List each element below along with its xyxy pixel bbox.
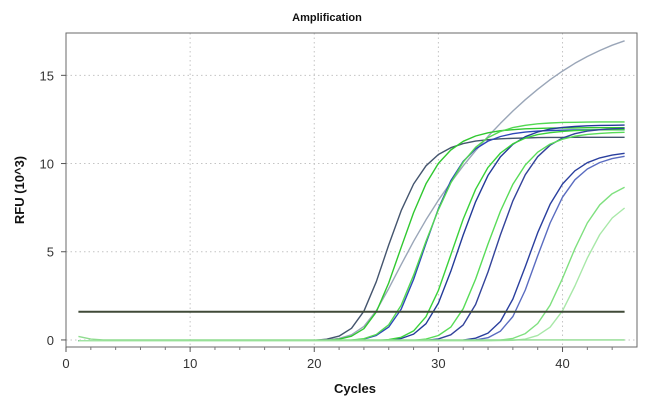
series-line-1 xyxy=(78,40,625,342)
series-line-4 xyxy=(78,129,625,342)
y-tick-label: 0 xyxy=(47,333,54,348)
x-axis-ticks: 0 10 20 30 40 xyxy=(62,347,613,371)
series-line-3 xyxy=(78,126,625,342)
y-axis-ticks: 0 5 10 15 xyxy=(40,68,66,348)
series-line-14 xyxy=(78,335,625,341)
x-tick-label: 20 xyxy=(307,356,321,371)
y-tick-label: 5 xyxy=(47,245,54,260)
series-line-7 xyxy=(78,129,625,342)
grid xyxy=(65,33,637,347)
series-line-11 xyxy=(78,155,625,342)
y-tick-label: 10 xyxy=(40,157,54,172)
x-tick-label: 10 xyxy=(183,356,197,371)
series-line-2 xyxy=(78,136,625,342)
series-line-13 xyxy=(78,207,626,342)
series-line-12 xyxy=(78,186,625,342)
series-group xyxy=(78,40,626,342)
x-tick-label: 30 xyxy=(431,356,445,371)
y-axis-label: RFU (10^3) xyxy=(12,156,27,224)
chart-title: Amplification xyxy=(292,12,362,24)
y-tick-label: 15 xyxy=(40,68,54,83)
plot-frame xyxy=(65,32,638,348)
x-tick-label: 40 xyxy=(555,356,569,371)
series-line-8 xyxy=(78,127,625,342)
x-tick-label: 0 xyxy=(62,356,69,371)
x-axis-label: Cycles xyxy=(334,381,376,396)
series-line-9 xyxy=(78,131,625,342)
series-line-6 xyxy=(78,124,625,342)
series-line-5 xyxy=(78,121,625,342)
